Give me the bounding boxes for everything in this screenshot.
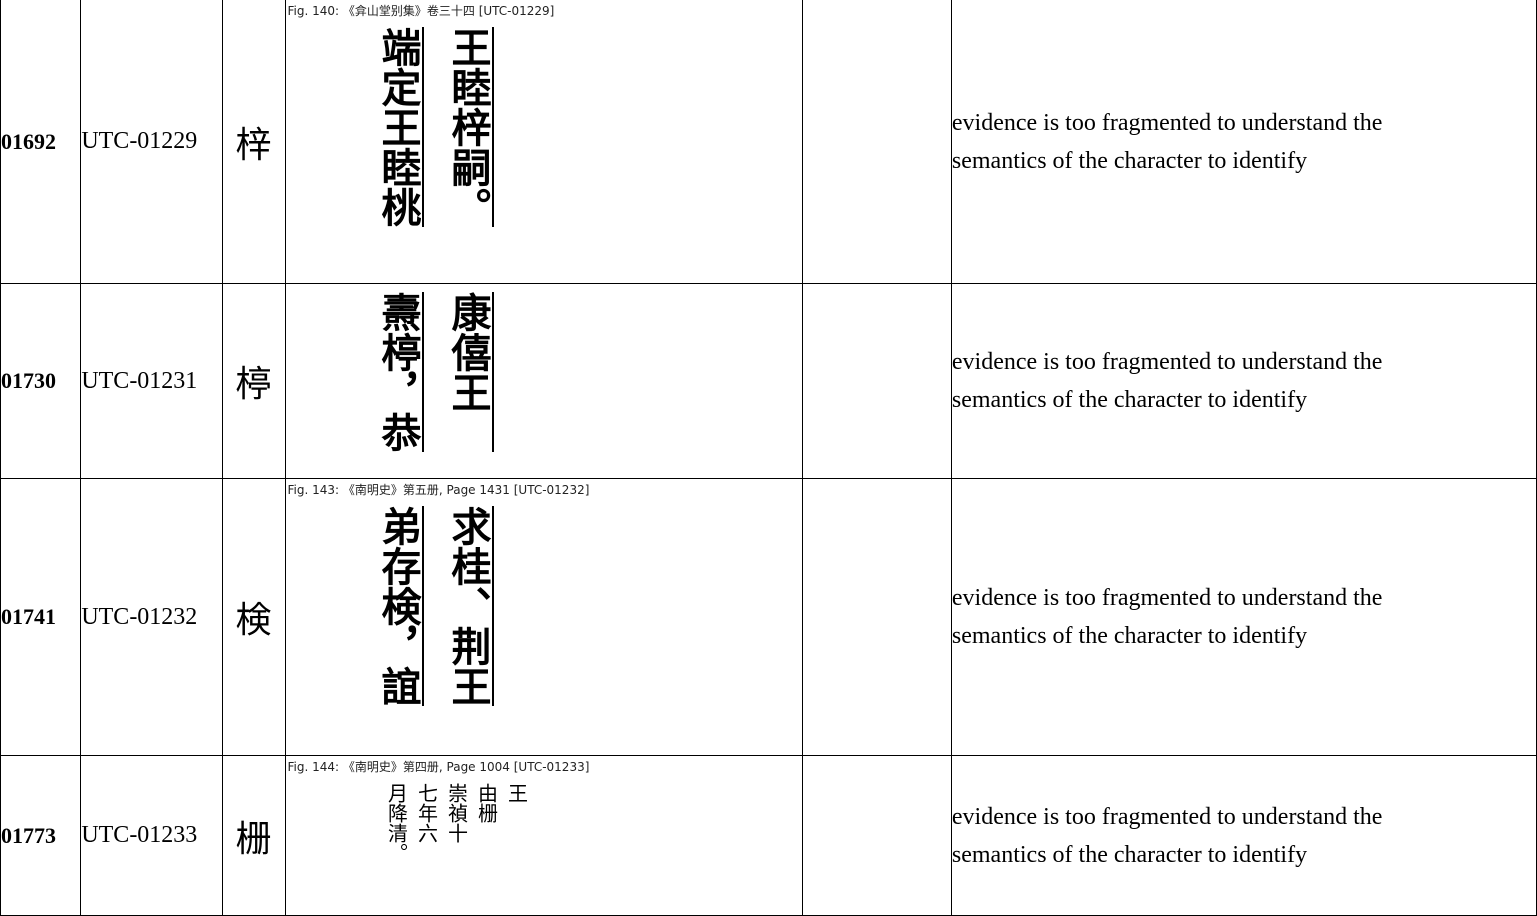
- number-cell: 01741: [0, 478, 82, 756]
- character-cell: 栅: [221, 755, 286, 916]
- row: 01773 UTC-01233 栅 Fig. 144: 《南明史》第四册, Page …: [0, 755, 1537, 916]
- figure-image: 求桂、荆王 弟存検，誼: [286, 506, 802, 706]
- empty-cell: [801, 478, 952, 756]
- figure-text-column: 崇禎十: [444, 783, 469, 843]
- figure-text-column: 七年六: [414, 783, 439, 843]
- figure-cell: 康僖王 燾楟，恭: [284, 283, 803, 479]
- character-cell: 梓: [221, 0, 286, 284]
- figure-cell: Fig. 140: 《弇山堂别集》卷三十四 [UTC-01229] 王睦梓嗣。 端定…: [284, 0, 803, 284]
- utc-cell: UTC-01229: [80, 0, 223, 284]
- note-text: evidence is too fragmented to understand…: [951, 349, 1383, 413]
- figure-text-column: 王: [504, 783, 529, 803]
- figure-cell: Fig. 143: 《南明史》第五册, Page 1431 [UTC-01232…: [284, 478, 803, 756]
- figure-cell: Fig. 144: 《南明史》第四册, Page 1004 [UTC-01233…: [284, 755, 803, 916]
- note-cell: evidence is too fragmented to understand…: [950, 0, 1537, 284]
- figure-text-column: 端定王睦桃: [375, 27, 424, 227]
- figure-text-column: 康僖王: [445, 292, 494, 452]
- row: 01730 UTC-01231 楟康僖王 燾楟，恭 evidence is too fr…: [0, 283, 1537, 479]
- figure-image: 康僖王 燾楟，恭: [286, 292, 802, 452]
- empty-cell: [801, 0, 952, 284]
- utc-cell: UTC-01233: [80, 755, 223, 916]
- note-text: evidence is too fragmented to understand…: [951, 585, 1383, 649]
- character-cell: 楟: [221, 283, 286, 479]
- utc-cell: UTC-01232: [80, 478, 223, 756]
- character-cell: 検: [221, 478, 286, 756]
- empty-cell: [801, 283, 952, 479]
- figure-image: 王由栅 崇禎十 七年六 月降清。: [286, 783, 802, 863]
- figure-text-column: 王睦梓嗣。: [445, 27, 494, 227]
- number-cell: 01730: [0, 283, 82, 479]
- figure-text-column: 由栅: [474, 783, 499, 823]
- number-cell: 01692: [0, 0, 82, 284]
- note-cell: evidence is too fragmented to understand…: [950, 755, 1537, 916]
- note-text: evidence is too fragmented to understand…: [951, 803, 1383, 868]
- figure-text-column: 燾楟，恭: [375, 292, 424, 452]
- empty-cell: [801, 755, 952, 916]
- figure-caption: Fig. 140: 《弇山堂别集》卷三十四 [UTC-01229]: [287, 4, 555, 18]
- row: 01692 UTC-01229 梓 Fig. 140: 《弇山堂别集》卷三十四 [UT…: [0, 0, 1537, 284]
- figure-caption: Fig. 144: 《南明史》第四册, Page 1004 [UTC-01233…: [287, 760, 590, 774]
- figure-text-column: 求桂、荆王: [445, 506, 494, 706]
- figure-text-column: 弟存検，誼: [375, 506, 424, 706]
- note-cell: evidence is too fragmented to understand…: [950, 478, 1537, 756]
- figure-image: 王睦梓嗣。 端定王睦桃: [286, 27, 802, 227]
- note-cell: evidence is too fragmented to understand…: [950, 283, 1537, 479]
- utc-cell: UTC-01231: [80, 283, 223, 479]
- note-text: evidence is too fragmented to understand…: [951, 109, 1383, 174]
- number-cell: 01773: [0, 755, 82, 916]
- figure-caption: Fig. 143: 《南明史》第五册, Page 1431 [UTC-01232…: [287, 483, 590, 497]
- row: 01741 UTC-01232 検 Fig. 143: 《南明史》第五册, Page …: [0, 478, 1537, 756]
- figure-text-column: 月降清。: [384, 783, 409, 863]
